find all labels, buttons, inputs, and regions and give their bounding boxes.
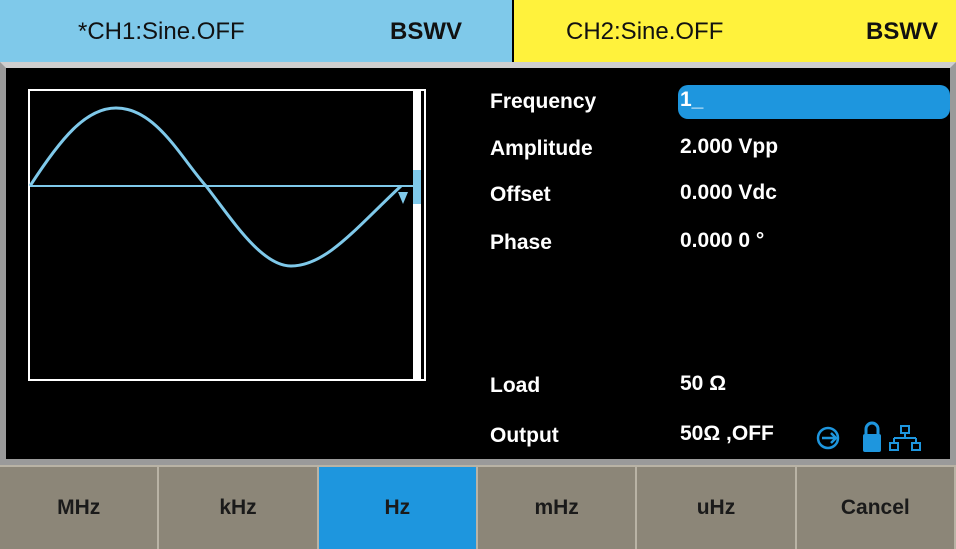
param-value: 50Ω ,OFF <box>680 422 774 445</box>
scroll-thumb <box>413 170 421 204</box>
param-label: Frequency <box>490 90 597 113</box>
softkey[interactable]: MHz <box>0 465 160 549</box>
softkey-bar: MHz kHz Hz mHz uHz Cancel <box>0 465 956 549</box>
output-icon <box>816 426 840 450</box>
ch1-tab[interactable]: *CH1:Sine.OFF BSWV <box>0 0 512 62</box>
softkey[interactable]: kHz <box>159 465 319 549</box>
param-value: 50 Ω <box>680 372 727 395</box>
param-value: 2.000 Vpp <box>680 135 779 158</box>
ch2-tab[interactable]: CH2:Sine.OFF BSWV <box>514 0 956 62</box>
param-label: Load <box>490 374 541 397</box>
param-value: 0.000 Vdc <box>680 181 777 204</box>
network-icon <box>900 425 910 434</box>
softkey[interactable]: uHz <box>637 465 797 549</box>
ch2-title: CH2:Sine.OFF <box>566 18 724 45</box>
main-panel: Frequency 1_ Amplitude 2.000 Vpp Offset 0.000… <box>0 62 956 465</box>
ch2-mode: BSWV <box>866 18 938 45</box>
scroll-bar <box>413 90 421 380</box>
ch1-title: *CH1:Sine.OFF <box>78 18 245 45</box>
param-label: Amplitude <box>490 137 593 160</box>
softkey[interactable]: Hz <box>318 465 478 549</box>
waveform-preview <box>28 89 426 381</box>
param-value[interactable]: 1_ <box>680 88 704 111</box>
network-lines <box>893 433 917 443</box>
network-node <box>889 442 899 451</box>
param-label: Output <box>490 424 559 447</box>
marker <box>398 192 408 204</box>
lock-icon <box>863 434 881 452</box>
network-node <box>911 442 921 451</box>
ch1-mode: BSWV <box>390 18 462 45</box>
sine-wave <box>28 106 403 268</box>
softkey[interactable]: Cancel <box>796 465 956 549</box>
output-arrow <box>822 432 838 444</box>
param-label: Offset <box>490 183 551 206</box>
frequency-input[interactable] <box>678 85 950 119</box>
param-label: Phase <box>490 231 552 254</box>
wave-frame <box>28 89 426 381</box>
param-value: 0.000 0 ° <box>680 229 765 252</box>
softkey[interactable]: mHz <box>477 465 638 549</box>
status-icons <box>816 421 921 452</box>
lock-shackle <box>864 421 880 434</box>
